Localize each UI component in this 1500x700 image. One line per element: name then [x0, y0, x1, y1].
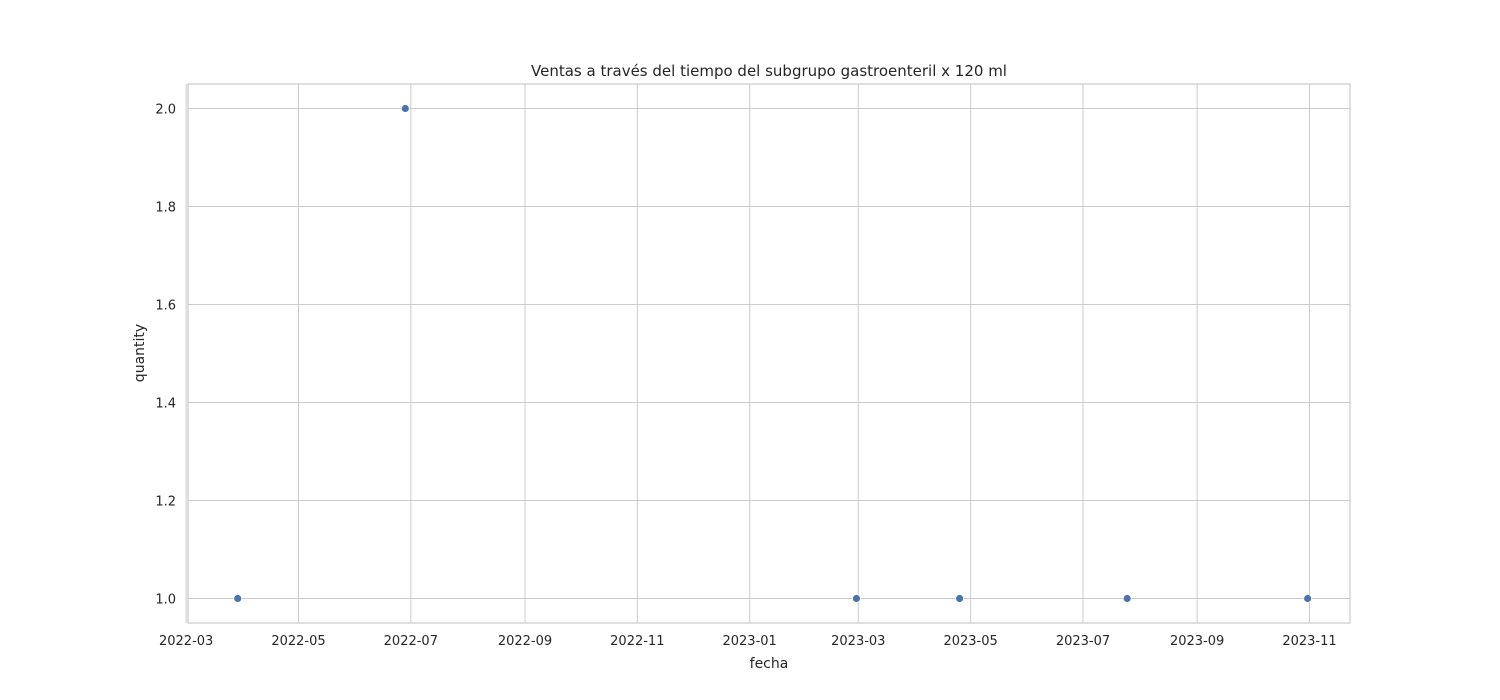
data-point: [955, 594, 964, 603]
data-point: [400, 104, 410, 113]
x-axis: 2022-03 2022-05 2022-07 2022-09 2022-11 2023-…: [159, 634, 1337, 649]
y-tick-label: 1.8: [155, 201, 176, 216]
x-tick-label: 2023-07: [1056, 634, 1110, 649]
plot-area: [187, 83, 1351, 624]
x-tick-label: 2023-09: [1170, 634, 1224, 649]
x-axis-label: fecha: [750, 656, 789, 672]
x-tick-label: 2023-11: [1282, 634, 1336, 649]
x-tick-label: 2022-05: [271, 634, 325, 649]
x-tick-label: 2022-03: [159, 634, 213, 649]
data-point: [1303, 594, 1313, 603]
grid: [185, 84, 1350, 623]
x-tick-label: 2022-11: [610, 634, 664, 649]
data-points: [233, 104, 1313, 603]
chart-title: Ventas a través del tiempo del subgrupo …: [531, 62, 1007, 80]
x-tick-label: 2022-09: [498, 634, 552, 649]
y-tick-label: 2.0: [155, 103, 176, 118]
y-tick-label: 1.6: [155, 299, 176, 314]
x-tick-label: 2023-01: [722, 634, 776, 649]
x-tick-label: 2022-07: [384, 634, 438, 649]
x-tick-label: 2023-03: [831, 634, 885, 649]
data-point: [1122, 594, 1132, 603]
data-point: [233, 594, 243, 603]
y-tick-label: 1.0: [155, 593, 176, 608]
x-tick-label: 2023-05: [943, 634, 997, 649]
data-point: [852, 594, 861, 603]
y-axis: 1.0 1.2 1.4 1.6 1.8 2.0: [155, 103, 176, 608]
y-axis-label: quantity: [132, 324, 148, 382]
y-tick-label: 1.4: [155, 397, 176, 412]
y-tick-label: 1.2: [155, 495, 176, 510]
